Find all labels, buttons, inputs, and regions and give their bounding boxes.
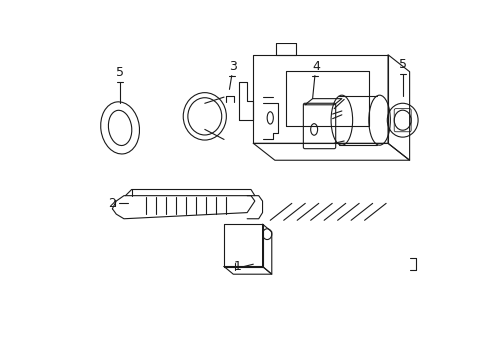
- Text: 4: 4: [312, 60, 320, 73]
- Text: 5: 5: [398, 58, 406, 71]
- Text: 3: 3: [229, 60, 237, 73]
- Text: 2: 2: [108, 197, 116, 210]
- Text: 1: 1: [233, 260, 242, 273]
- Text: 5: 5: [116, 66, 124, 79]
